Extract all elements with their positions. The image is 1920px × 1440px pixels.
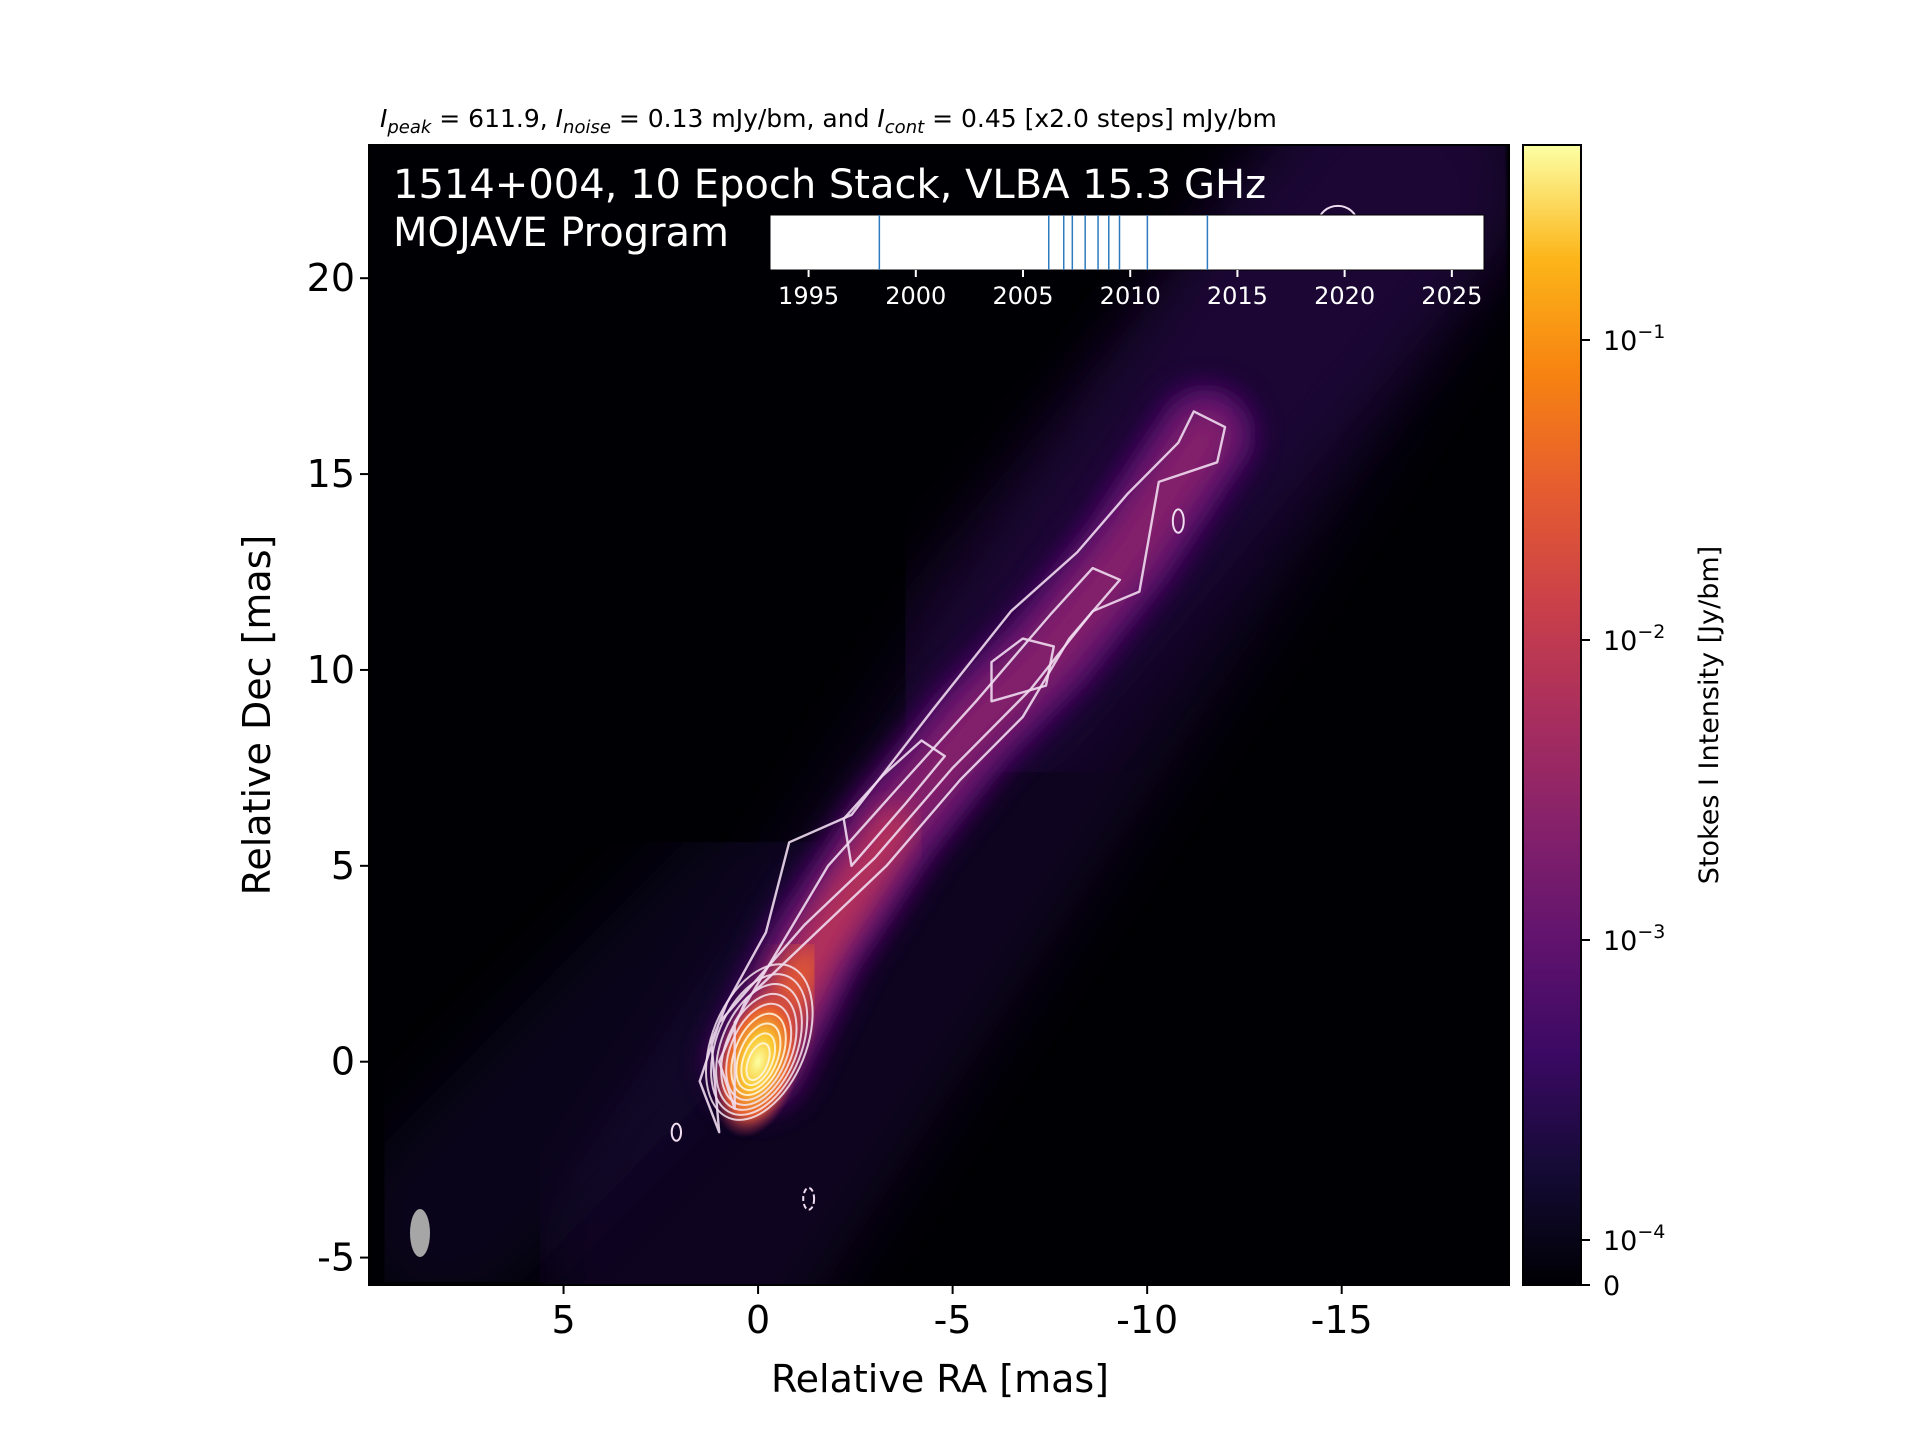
- epoch-timeline: 1995 2000 2005 2010 2015 2020 2025: [769, 214, 1485, 310]
- timeline-ticks: 1995 2000 2005 2010 2015 2020 2025: [778, 270, 1482, 310]
- colorbar-label: Stokes I Intensity [Jy/bm]: [1694, 546, 1725, 884]
- noise-value: = 0.13 mJy/bm, and: [611, 104, 878, 133]
- colorbar-tick-label: 10−3: [1603, 921, 1665, 957]
- colorbar-tick-label: 10−2: [1603, 621, 1665, 657]
- y-tick-label: 10: [307, 648, 355, 692]
- jet-mid-contour: [718, 566, 1122, 1110]
- timeline-tick-label: 2000: [885, 282, 946, 310]
- core-contour: [735, 1022, 782, 1092]
- map-title-line1: 1514+004, 10 Epoch Stack, VLBA 15.3 GHz: [393, 162, 1266, 208]
- colorbar-tick-label: 10−4: [1603, 1221, 1665, 1257]
- knot-contour: [990, 637, 1055, 703]
- colorbar-gradient: [1523, 145, 1581, 1285]
- peak-value: = 611.9,: [431, 104, 555, 133]
- x-tick-label: -5: [934, 1298, 972, 1342]
- haze-band: [369, 807, 856, 1285]
- core-contour: [745, 1042, 771, 1082]
- jet-emission: [707, 384, 1257, 1138]
- colorbar-tick-label: 0: [1603, 1271, 1620, 1302]
- y-tick-label: 0: [331, 1040, 355, 1084]
- core-contour: [725, 1002, 793, 1101]
- noise-subscript: noise: [563, 117, 611, 138]
- jet-outer-contour: [698, 410, 1227, 1134]
- x-tick-label: -15: [1311, 1298, 1373, 1342]
- timeline-tick-label: 2020: [1314, 282, 1375, 310]
- colorbar: 10−1 10−2 10−3 10−4 0 Stokes I Intensity [Jy…: [1522, 144, 1725, 1302]
- y-tick-label: 15: [307, 452, 355, 496]
- peak-symbol: I: [380, 104, 387, 133]
- knot-contour: [842, 739, 946, 867]
- header-stats: Ipeak = 611.9, Inoise = 0.13 mJy/bm, and…: [380, 104, 1277, 138]
- y-axis-label: Relative Dec [mas]: [235, 535, 279, 896]
- x-axis-ticks: 5 0 -5 -10 -15: [551, 1285, 1373, 1342]
- core-contour: [730, 1012, 787, 1096]
- colorbar-ticks: 10−1 10−2 10−3 10−4 0: [1581, 321, 1665, 1302]
- timeline-tick-label: 2010: [1100, 282, 1161, 310]
- map-frame: [368, 144, 1510, 1286]
- peak-subscript: peak: [386, 117, 433, 138]
- core-contour: [710, 973, 809, 1116]
- x-tick-label: -10: [1116, 1298, 1178, 1342]
- y-axis-ticks: -5 0 5 10 15 20: [307, 256, 369, 1280]
- y-tick-label: -5: [317, 1236, 355, 1280]
- isolated-contour: [670, 1122, 683, 1142]
- x-tick-label: 0: [746, 1298, 770, 1342]
- core-contour: [740, 1032, 777, 1087]
- contour-set: [670, 204, 1359, 1211]
- timeline-box: [769, 214, 1485, 271]
- core-contour: [720, 992, 798, 1106]
- timeline-tick-label: 2015: [1207, 282, 1268, 310]
- timeline-tick-label: 2005: [992, 282, 1053, 310]
- timeline-tick-label: 1995: [778, 282, 839, 310]
- epoch-lines: [878, 215, 1209, 270]
- y-tick-label: 20: [307, 256, 355, 300]
- core-contour: [704, 963, 814, 1121]
- colorbar-frame: [1522, 144, 1582, 1286]
- noise-symbol: I: [556, 104, 563, 133]
- x-axis-label: Relative RA [mas]: [771, 1357, 1109, 1401]
- y-tick-label: 5: [331, 844, 355, 888]
- beam-ellipse: [410, 1209, 430, 1257]
- cont-subscript: cont: [885, 117, 925, 138]
- isolated-contour: [1171, 508, 1185, 534]
- timeline-tick-label: 2025: [1421, 282, 1482, 310]
- isolated-contour: [802, 1186, 816, 1211]
- colorbar-tick-label: 10−1: [1603, 321, 1665, 357]
- cont-value: = 0.45 [x2.0 steps] mJy/bm: [924, 104, 1277, 133]
- map-title-line2: MOJAVE Program: [393, 210, 729, 256]
- x-tick-label: 5: [551, 1298, 575, 1342]
- cont-symbol: I: [877, 104, 884, 133]
